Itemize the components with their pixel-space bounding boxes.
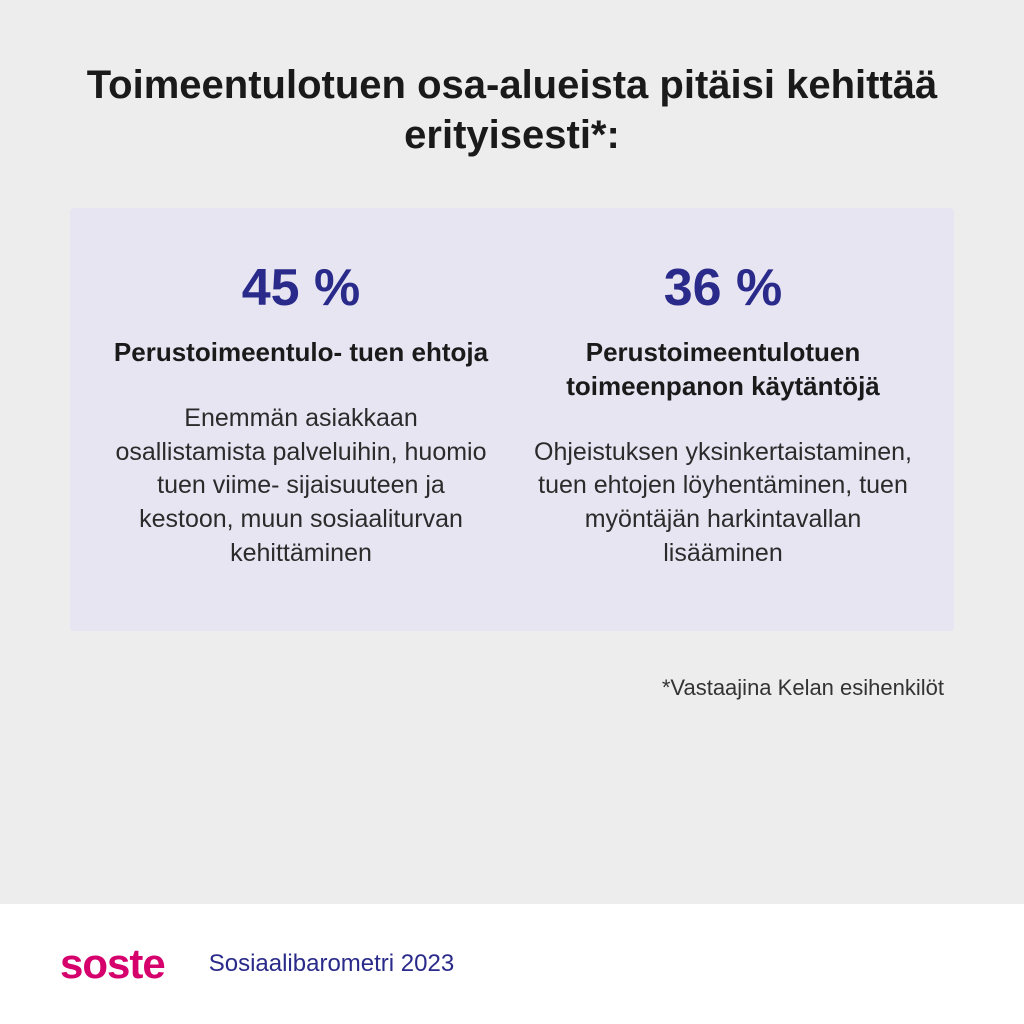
stat-subhead: Perustoimeentulo- tuen ehtoja [110, 336, 492, 370]
logo: soste [60, 940, 165, 988]
stat-percent: 45 % [110, 258, 492, 318]
stat-subhead: Perustoimeentulotuen toimeenpanon käytän… [532, 336, 914, 404]
stat-column-1: 45 % Perustoimeentulo- tuen ehtoja Enemm… [110, 258, 492, 571]
page-title: Toimeentulotuen osa-alueista pitäisi keh… [70, 60, 954, 160]
footer: soste Sosiaalibarometri 2023 [0, 904, 1024, 1024]
stat-body: Enemmän asiakkaan osallistamista palvelu… [110, 402, 492, 571]
footnote: *Vastaajina Kelan esihenkilöt [70, 675, 954, 701]
stat-column-2: 36 % Perustoimeentulotuen toimeenpanon k… [532, 258, 914, 571]
stats-panel: 45 % Perustoimeentulo- tuen ehtoja Enemm… [70, 208, 954, 631]
stat-percent: 36 % [532, 258, 914, 318]
main-area: Toimeentulotuen osa-alueista pitäisi keh… [0, 0, 1024, 904]
stat-body: Ohjeistuksen yksinkertaistaminen, tuen e… [532, 436, 914, 571]
source-label: Sosiaalibarometri 2023 [209, 950, 454, 978]
